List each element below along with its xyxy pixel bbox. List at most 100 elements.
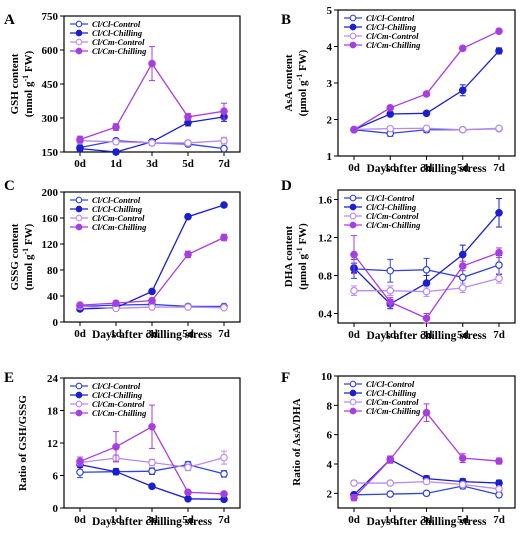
data-point: [76, 135, 84, 144]
x-tick-label: 3d: [146, 328, 158, 340]
data-point: [458, 273, 467, 282]
x-tick-label: 3d: [146, 514, 158, 526]
y-axis-label: AsA content: [283, 54, 295, 111]
panel-a: 150 300 450 600 750 0d 1d 3d 5d 7d A GSH content (nm…: [4, 11, 241, 170]
x-tick-label: 5d: [182, 514, 194, 526]
x-tick-label: 7d: [493, 514, 505, 526]
data-point: [422, 265, 431, 274]
data-point: [220, 470, 228, 478]
legend-marker: [75, 205, 83, 213]
x-tick-label: 1d: [110, 514, 122, 526]
data-point: [422, 489, 431, 498]
y-tick-label: 450: [42, 79, 59, 91]
x-tick-label: 3d: [421, 329, 433, 341]
data-point: [220, 136, 228, 145]
legend-marker: [349, 203, 357, 211]
data-point: [386, 104, 395, 112]
legend-label: Cl/Cl-Control: [366, 13, 415, 23]
data-point: [386, 298, 395, 306]
data-point: [495, 274, 503, 283]
legend: Cl/Cl-ControlCl/Cl-ChillingCl/Cm-Control…: [344, 379, 421, 416]
legend-label: Cl/Cl-Chilling: [366, 388, 417, 398]
legend-label: Cl/Cl-Control: [92, 19, 141, 29]
data-point: [495, 209, 503, 217]
x-tick-label: 5d: [182, 328, 194, 340]
data-point: [220, 201, 228, 209]
y-axis-label: DHA content: [283, 225, 295, 287]
unit-part: (μmol g: [297, 253, 309, 289]
data-point: [422, 124, 431, 133]
legend-marker: [349, 32, 357, 40]
data-point: [184, 113, 192, 121]
unit-part: FW): [23, 223, 35, 247]
data-point: [458, 250, 467, 259]
data-point: [422, 477, 431, 486]
data-point: [112, 148, 120, 156]
legend-label: Cl/Cm-Control: [366, 31, 419, 41]
legend-marker: [75, 214, 83, 222]
legend-label: Cl/Cl-Control: [92, 381, 141, 391]
data-point: [495, 124, 503, 133]
legend-label: Cl/Cm-Control: [92, 213, 145, 223]
unit-part: FW): [297, 49, 309, 73]
y-tick-label: 5: [327, 5, 333, 17]
data-point: [458, 262, 467, 270]
legend-marker: [349, 398, 357, 406]
y-tick-label: 80: [47, 265, 59, 277]
y-tick-label: 2: [327, 115, 333, 127]
y-tick-label: 4: [327, 42, 333, 54]
data-point: [350, 286, 358, 295]
data-point: [350, 479, 358, 487]
y-tick-label: 24: [47, 373, 59, 385]
legend-label: Cl/Cl-Control: [92, 195, 141, 205]
legend-marker: [349, 41, 357, 49]
unit-part: (nmol g: [23, 254, 35, 290]
y-tick-label: 0.4: [318, 309, 332, 321]
data-point: [112, 442, 120, 451]
data-point: [148, 467, 156, 475]
unit-part: (nmol g: [23, 81, 35, 117]
legend-marker: [349, 212, 357, 220]
panel-letter: E: [4, 370, 14, 386]
legend-marker: [349, 14, 357, 22]
data-point: [184, 303, 192, 311]
y-tick-label: 8: [327, 400, 333, 412]
legend-marker: [349, 194, 357, 202]
data-point: [386, 455, 395, 464]
data-point: [495, 485, 503, 493]
legend-label: Cl/Cl-Control: [366, 379, 415, 389]
x-tick-label: 1d: [110, 328, 122, 340]
data-point: [458, 480, 467, 489]
data-point: [386, 286, 395, 295]
legend-label: Cl/Cl-Chilling: [366, 202, 417, 212]
legend-marker: [349, 407, 357, 415]
legend-marker: [349, 380, 357, 388]
data-point: [422, 90, 431, 98]
y-tick-label: 160: [42, 213, 59, 225]
series-cm-chilling: [350, 27, 503, 134]
x-tick-label: 7d: [493, 329, 505, 341]
legend-label: Cl/Cm-Control: [366, 397, 419, 407]
legend-marker: [75, 409, 83, 417]
series-cm-chilling: [350, 235, 503, 324]
legend: Cl/Cl-ControlCl/Cl-ChillingCl/Cm-Control…: [344, 13, 421, 50]
data-point: [422, 287, 431, 296]
data-point: [422, 279, 431, 287]
legend-marker: [75, 391, 83, 399]
data-point: [112, 299, 120, 307]
legend-marker: [75, 196, 83, 204]
y-tick-label: 0.8: [318, 271, 332, 283]
data-point: [386, 124, 395, 133]
data-point: [184, 139, 192, 147]
series-cl-chilling: [350, 198, 503, 310]
legend-label: Cl/Cl-Chilling: [366, 22, 417, 32]
y-tick-label: 3: [327, 78, 333, 90]
x-tick-label: 0d: [348, 162, 360, 174]
y-axis-unit: (μmol g-1 FW): [295, 223, 309, 290]
unit-exponent: -1: [21, 248, 30, 255]
data-point: [458, 454, 467, 462]
data-point: [458, 44, 467, 53]
data-point: [220, 107, 228, 116]
unit-part: (μmol g: [297, 80, 309, 116]
data-point: [184, 488, 192, 497]
